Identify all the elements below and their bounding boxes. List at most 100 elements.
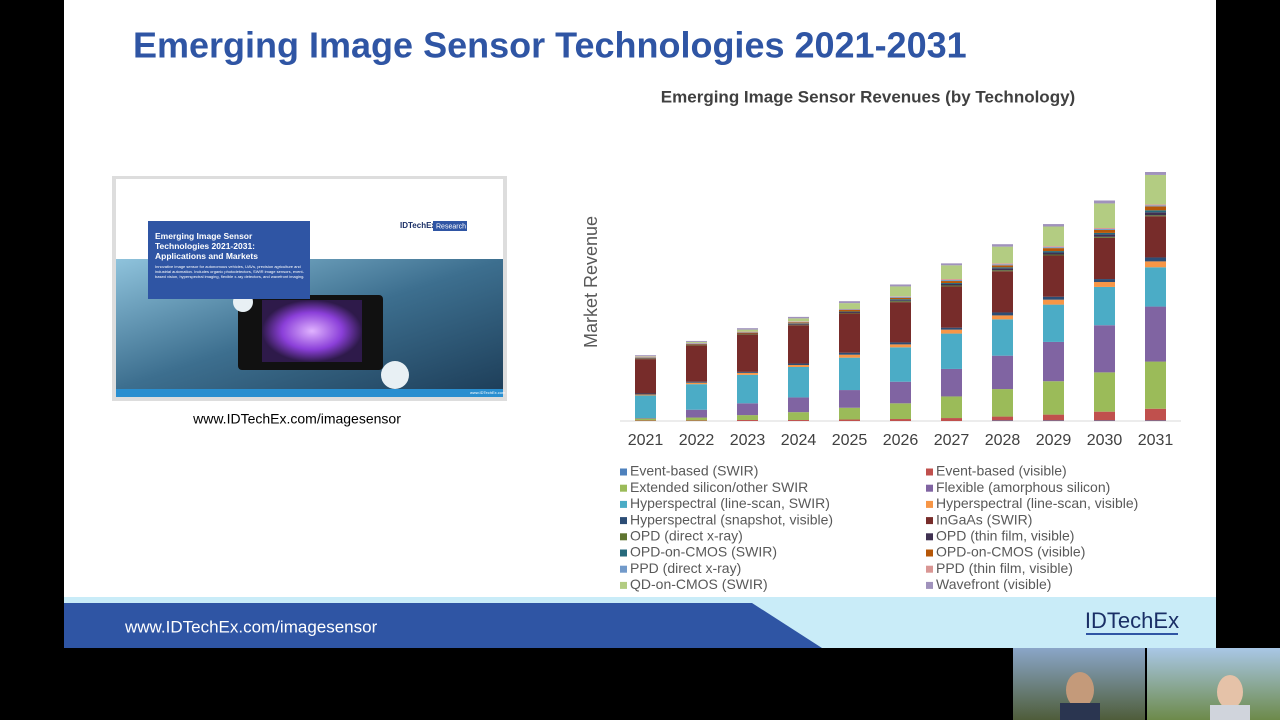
legend-swatch [620, 500, 627, 508]
bar-segment [1043, 247, 1064, 249]
legend-label: OPD (direct x-ray) [630, 528, 743, 544]
legend-label: Hyperspectral (line-scan, visible) [936, 495, 1138, 511]
legend-label: Event-based (SWIR) [630, 463, 758, 479]
bar-segment [992, 389, 1013, 417]
bar-segment [941, 418, 962, 421]
bar-segment [992, 267, 1013, 269]
bar-segment [737, 403, 758, 416]
bar-segment [1145, 216, 1166, 258]
bar-segment [890, 296, 911, 298]
bar-segment [686, 340, 707, 342]
bar-segment [1043, 299, 1064, 305]
bar-segment [839, 303, 860, 310]
bar-segment [788, 412, 809, 421]
bar-segment [941, 368, 962, 397]
bar-segment [788, 318, 809, 322]
x-tick-label: 2029 [1036, 432, 1072, 449]
bar-segment [1145, 306, 1166, 362]
legend-label: Hyperspectral (line-scan, SWIR) [630, 495, 830, 511]
bar-segment [635, 359, 656, 394]
legend-swatch [620, 565, 627, 573]
bar-segment [686, 384, 707, 410]
bar-segment [890, 342, 911, 345]
chart-title: Emerging Image Sensor Revenues (by Techn… [661, 87, 1075, 106]
x-tick-label: 2031 [1138, 432, 1174, 449]
legend-swatch [926, 484, 933, 492]
bar-segment [1145, 174, 1166, 205]
legend-label: OPD-on-CMOS (SWIR) [630, 544, 777, 560]
bar-segment [839, 354, 860, 358]
bar-segment [1145, 172, 1166, 175]
bar-segment [788, 366, 809, 398]
bar-segment [839, 390, 860, 408]
bar-segment [686, 341, 707, 343]
footer-url: www.IDTechEx.com/imagesensor [124, 617, 378, 636]
legend-swatch [926, 533, 933, 541]
legend-label: PPD (direct x-ray) [630, 560, 741, 576]
bar-segment [1145, 206, 1166, 211]
bar-segment [737, 372, 758, 375]
x-tick-label: 2021 [628, 432, 664, 449]
footer-logo: IDTechEx [1085, 608, 1179, 633]
bar-segment [737, 328, 758, 330]
bar-segment [1145, 267, 1166, 307]
bar-segment [1043, 381, 1064, 415]
bar-segment [1145, 212, 1166, 216]
bar-segment [1145, 261, 1166, 268]
bar-segment [839, 407, 860, 420]
legend-label: Flexible (amorphous silicon) [936, 479, 1110, 495]
bar-segment [1043, 255, 1064, 297]
slide-title: Emerging Image Sensor Technologies 2021-… [133, 25, 967, 66]
bar-segment [1145, 257, 1166, 262]
bar-segment [890, 344, 911, 348]
x-tick-label: 2026 [883, 432, 919, 449]
legend-swatch [620, 549, 627, 557]
legend-swatch [620, 468, 627, 476]
cover-brand: IDTechEx [400, 221, 436, 230]
bar-segment [992, 312, 1013, 316]
x-tick-label: 2025 [832, 432, 868, 449]
bar-segment [890, 302, 911, 343]
bar-segment [737, 420, 758, 421]
webcam-person [1066, 672, 1094, 708]
bar-segment [737, 332, 758, 334]
bar-segment [737, 329, 758, 332]
bar-segment [1094, 228, 1115, 230]
footer-shape [64, 603, 822, 648]
bar-segment [1094, 325, 1115, 373]
legend-swatch [926, 500, 933, 508]
bar-segment [992, 265, 1013, 268]
cover-url: www.IDTechEx.com [470, 390, 506, 395]
chip [262, 300, 362, 362]
legend-swatch [926, 468, 933, 476]
legend-label: QD-on-CMOS (SWIR) [630, 576, 768, 592]
bar-segment [1043, 296, 1064, 300]
bar-segment [1145, 408, 1166, 421]
bar-segment [737, 334, 758, 372]
x-tick-label: 2024 [781, 432, 817, 449]
bar-segment [1094, 411, 1115, 421]
legend-swatch [926, 517, 933, 525]
bar-segment [1043, 226, 1064, 247]
bar-segment [992, 271, 1013, 313]
legend-label: Hyperspectral (snapshot, visible) [630, 511, 833, 527]
bar-segment [686, 417, 707, 421]
bar-segment [686, 345, 707, 382]
bar-segment [890, 299, 911, 301]
bar-segment [890, 297, 911, 300]
bar-segment [1043, 248, 1064, 252]
bar-segment [1094, 234, 1115, 237]
bar-segment [992, 263, 1013, 265]
bar-segment [992, 246, 1013, 264]
bar-segment [839, 311, 860, 313]
bar-segment [1145, 215, 1166, 217]
bar-segment [941, 286, 962, 328]
bar-segment [788, 323, 809, 325]
bar-segment [941, 327, 962, 330]
bar-segment [1043, 304, 1064, 342]
bar-segment [635, 393, 656, 395]
bar-segment [1043, 341, 1064, 382]
bar-segment [737, 415, 758, 421]
